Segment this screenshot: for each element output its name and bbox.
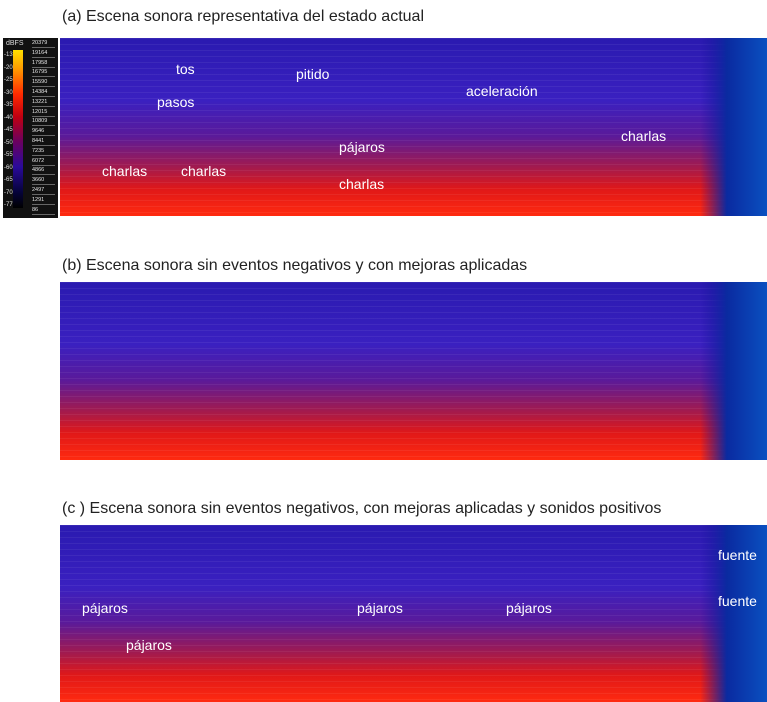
db-tick-label: -77 [4,202,13,208]
frequency-tick-label: 10809 [32,118,55,127]
db-tick-label: -25 [4,77,13,83]
db-tick-label: -50 [4,139,13,146]
frequency-tick-label: 20379 [32,40,55,48]
frequency-tick-label: 1291 [32,197,55,205]
annotation-label: fuente [718,547,757,563]
db-tick-label: -30 [4,89,13,96]
frequency-scale: 20379 19164 17958 16795 15590 14384 13221 12015… [31,40,56,216]
db-tick-label: -20 [4,64,13,71]
spectrogram-b [60,282,767,460]
annotation-label: pájaros [126,637,172,653]
db-tick-label: -13 [4,52,13,58]
frequency-tick-label: 17958 [32,60,55,68]
frequency-tick-label: 7235 [32,148,55,156]
colorbar-gradient [13,50,23,208]
annotation-label: charlas [339,176,385,192]
annotation-label: fuente [718,593,757,609]
annotation-label: pasos [157,94,195,110]
annotation-label: charlas [102,163,148,179]
annotation-label: pájaros [339,139,385,155]
annotation-label: pájaros [82,600,128,616]
panel-a-title: (a) Escena sonora representativa del est… [62,8,424,25]
colorbar-legend: dBFS 20379 19164 17958 16795 15590 14384 13221… [3,38,58,218]
frequency-tick-label: 19164 [32,50,55,58]
db-tick-label: -70 [4,189,13,196]
db-tick-label: -65 [4,177,13,183]
annotation-label: pájaros [506,600,552,616]
db-tick-label: -45 [4,127,13,133]
db-tick-label: -40 [4,114,13,121]
annotation-label: pájaros [357,600,403,616]
frequency-tick-label: 13221 [32,99,55,107]
panel-b-title: (b) Escena sonora sin eventos negativos … [62,257,528,274]
db-tick-label: -60 [4,164,13,171]
frequency-tick-label: 6072 [32,158,55,166]
panel-c-title: (c ) Escena sonora sin eventos negativos… [62,500,662,517]
spectrogram-c [60,525,767,702]
frequency-tick-label: 14384 [32,89,55,97]
frequency-tick-label: 16795 [32,69,55,78]
frequency-tick-label: 12015 [32,109,55,117]
frequency-tick-label: 4866 [32,167,55,176]
annotation-label: tos [176,61,195,77]
spectrogram-a [60,38,767,216]
annotation-label: aceleración [466,83,538,99]
legend-unit: dBFS [6,40,24,47]
frequency-tick-label: 9646 [32,128,55,137]
frequency-tick-label: 86 [32,207,55,215]
annotation-label: pitido [296,66,330,82]
frequency-tick-label: 8441 [32,138,55,146]
db-tick-label: -55 [4,152,13,158]
annotation-label: charlas [621,128,667,144]
frequency-tick-label: 15590 [32,79,55,88]
db-tick-label: -35 [4,102,13,108]
annotation-label: charlas [181,163,227,179]
frequency-tick-label: 2497 [32,187,55,195]
frequency-tick-label: 3660 [32,177,55,186]
